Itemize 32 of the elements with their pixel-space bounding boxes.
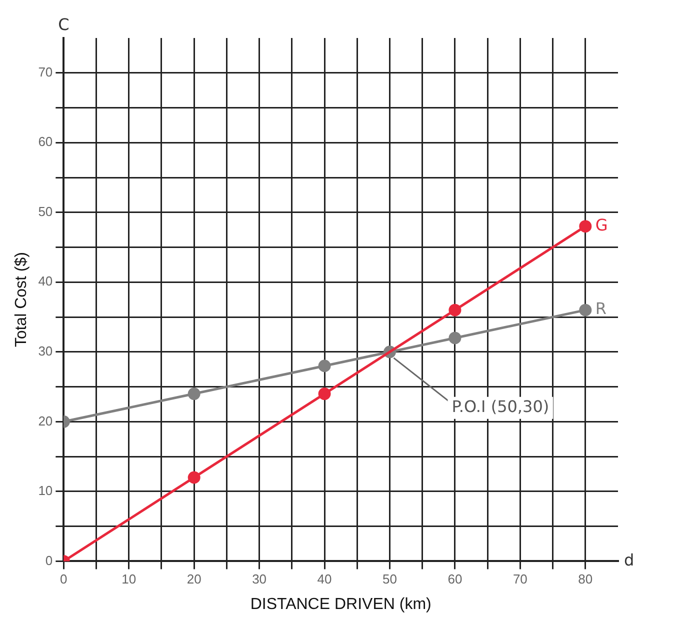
series-label: G — [595, 216, 608, 235]
point — [579, 220, 592, 233]
x-tick-label: 50 — [382, 572, 397, 587]
series-label: R — [595, 299, 607, 318]
x-tick-label: 40 — [317, 572, 332, 587]
text: d — [624, 550, 634, 570]
x-axis-title: DISTANCE DRIVEN (km) — [250, 596, 432, 613]
x-tick-label: 10 — [122, 572, 136, 587]
x-tick-label: 70 — [512, 572, 528, 587]
y-tick-label: 20 — [38, 413, 53, 428]
y-tick-label: 10 — [38, 483, 53, 498]
y-tick-label: 40 — [38, 274, 53, 289]
y-tick-label: 50 — [38, 204, 53, 219]
point — [318, 360, 331, 372]
x-tick-label: 80 — [578, 572, 593, 587]
text: C — [58, 15, 70, 34]
y-tick-label: 0 — [45, 552, 53, 568]
x-tick-label: 20 — [186, 572, 202, 587]
point — [448, 332, 462, 344]
point — [188, 471, 200, 484]
y-axis-title: Total Cost ($) — [13, 252, 30, 348]
point — [579, 304, 592, 316]
x-tick-label: 60 — [448, 572, 462, 587]
point — [448, 304, 462, 316]
point — [188, 388, 200, 400]
x-tick-label: 30 — [252, 572, 267, 587]
y-tick-label: 60 — [38, 134, 53, 150]
annotation: P.O.I (50,30) — [452, 397, 550, 416]
x-tick-label: 0 — [60, 572, 68, 587]
y-tick-label: 70 — [38, 64, 53, 80]
point — [318, 388, 331, 400]
y-tick-label: 30 — [38, 344, 53, 358]
